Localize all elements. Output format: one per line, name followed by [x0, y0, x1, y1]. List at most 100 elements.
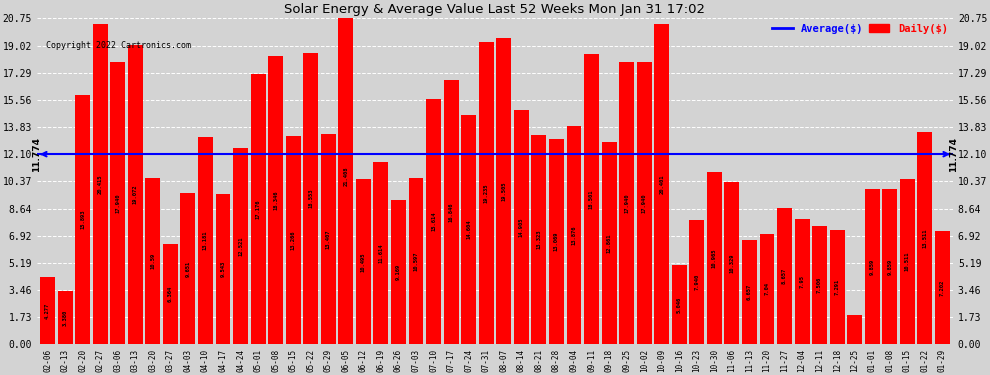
Text: 11.614: 11.614 — [378, 243, 383, 263]
Bar — [321, 134, 336, 344]
Text: 6.364: 6.364 — [168, 286, 173, 302]
Text: 10.597: 10.597 — [414, 251, 419, 271]
Bar — [479, 42, 494, 344]
Text: 20.415: 20.415 — [98, 174, 103, 194]
Bar — [654, 24, 669, 344]
Text: 17.940: 17.940 — [115, 194, 120, 213]
Bar — [672, 265, 687, 344]
Text: 10.511: 10.511 — [905, 252, 910, 272]
Text: 17.940: 17.940 — [624, 194, 629, 213]
Text: 7.04: 7.04 — [764, 282, 769, 296]
Bar — [847, 315, 862, 344]
Bar — [812, 226, 827, 344]
Text: 17.940: 17.940 — [642, 194, 646, 213]
Bar — [532, 135, 546, 344]
Bar — [496, 38, 511, 344]
Text: 13.407: 13.407 — [326, 229, 331, 249]
Text: 7.291: 7.291 — [835, 279, 840, 295]
Bar — [566, 126, 581, 344]
Text: 16.846: 16.846 — [448, 202, 453, 222]
Bar — [110, 63, 125, 344]
Bar — [339, 8, 353, 344]
Text: 4.277: 4.277 — [45, 303, 50, 319]
Text: 7.202: 7.202 — [940, 279, 945, 296]
Text: 10.329: 10.329 — [730, 254, 735, 273]
Text: 12.521: 12.521 — [238, 236, 244, 256]
Text: 9.543: 9.543 — [221, 261, 226, 278]
Text: 13.181: 13.181 — [203, 231, 208, 251]
Text: 15.893: 15.893 — [80, 210, 85, 229]
Text: 14.905: 14.905 — [519, 217, 524, 237]
Text: 19.235: 19.235 — [484, 183, 489, 203]
Text: 18.501: 18.501 — [589, 189, 594, 209]
Text: 12.861: 12.861 — [607, 234, 612, 253]
Bar — [900, 179, 915, 344]
Text: 15.614: 15.614 — [431, 212, 436, 231]
Bar — [865, 189, 880, 344]
Text: 17.176: 17.176 — [255, 200, 260, 219]
Text: 20.401: 20.401 — [659, 174, 664, 194]
Text: 13.511: 13.511 — [923, 228, 928, 248]
Bar — [689, 219, 704, 344]
Bar — [128, 45, 143, 344]
Text: 18.346: 18.346 — [273, 190, 278, 210]
Text: 9.859: 9.859 — [887, 259, 892, 275]
Bar — [461, 115, 476, 344]
Text: 9.651: 9.651 — [185, 260, 190, 277]
Text: 9.859: 9.859 — [870, 259, 875, 275]
Bar — [707, 172, 722, 344]
Bar — [514, 110, 529, 344]
Title: Solar Energy & Average Value Last 52 Weeks Mon Jan 31 17:02: Solar Energy & Average Value Last 52 Wee… — [284, 3, 706, 16]
Bar — [742, 240, 757, 344]
Text: 13.323: 13.323 — [537, 230, 542, 249]
Bar — [286, 136, 301, 344]
Bar — [935, 231, 950, 344]
Bar — [163, 244, 178, 344]
Bar — [637, 63, 651, 344]
Bar — [146, 178, 160, 344]
Text: 19.505: 19.505 — [501, 181, 506, 201]
Bar — [777, 208, 792, 344]
Text: 10.495: 10.495 — [361, 252, 366, 272]
Bar — [75, 94, 90, 344]
Text: 13.266: 13.266 — [291, 230, 296, 250]
Bar — [725, 182, 740, 344]
Bar — [409, 178, 424, 344]
Text: Copyright 2022 Cartronics.com: Copyright 2022 Cartronics.com — [47, 41, 191, 50]
Text: 5.046: 5.046 — [677, 297, 682, 313]
Bar — [602, 142, 617, 344]
Bar — [198, 137, 213, 344]
Text: 11.774: 11.774 — [32, 137, 41, 172]
Text: 10.965: 10.965 — [712, 248, 717, 268]
Text: 7.95: 7.95 — [800, 275, 805, 288]
Bar — [233, 148, 248, 344]
Text: 13.876: 13.876 — [571, 225, 576, 245]
Bar — [918, 132, 933, 344]
Bar — [40, 277, 55, 344]
Text: 10.59: 10.59 — [150, 253, 155, 269]
Text: 13.069: 13.069 — [554, 232, 559, 251]
Bar — [216, 194, 231, 344]
Bar — [391, 200, 406, 344]
Bar — [426, 99, 441, 344]
Bar — [356, 179, 371, 344]
Text: 14.604: 14.604 — [466, 220, 471, 239]
Text: 21.408: 21.408 — [344, 166, 348, 186]
Bar — [795, 219, 810, 344]
Bar — [93, 24, 108, 344]
Bar — [57, 291, 72, 344]
Bar — [830, 230, 844, 344]
Legend: Average($), Daily($): Average($), Daily($) — [772, 24, 947, 34]
Bar — [549, 139, 564, 344]
Bar — [882, 189, 897, 344]
Bar — [303, 53, 318, 344]
Bar — [619, 63, 634, 344]
Text: 18.553: 18.553 — [308, 189, 313, 208]
Text: 11.774: 11.774 — [949, 137, 958, 172]
Bar — [444, 80, 458, 344]
Bar — [373, 162, 388, 344]
Text: 6.657: 6.657 — [746, 284, 752, 300]
Text: 9.169: 9.169 — [396, 264, 401, 280]
Bar — [250, 75, 265, 344]
Text: 19.072: 19.072 — [133, 185, 138, 204]
